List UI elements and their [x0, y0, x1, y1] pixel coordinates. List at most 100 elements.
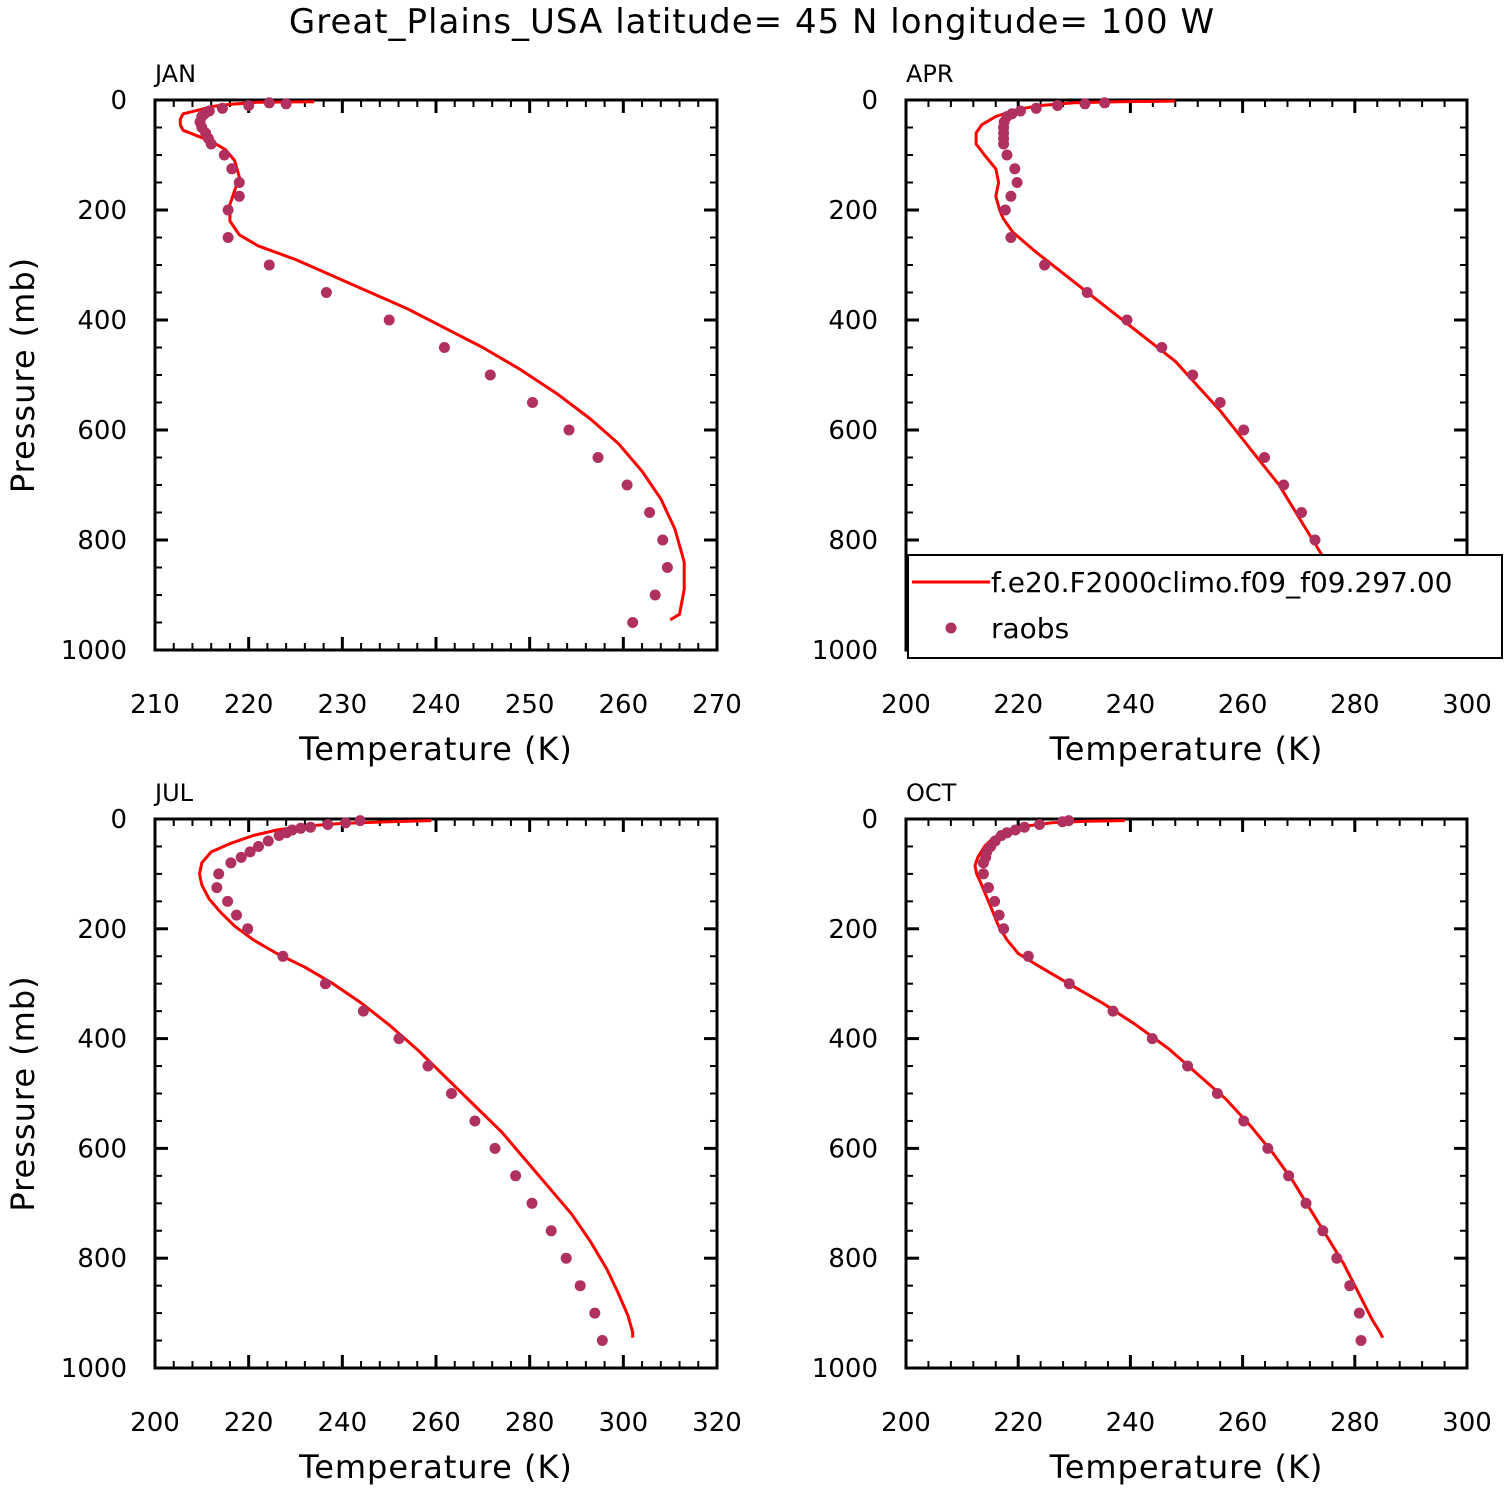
legend-model-label: f.e20.F2000climo.f09_f09.297.00 — [991, 566, 1452, 599]
raobs-point — [1018, 821, 1030, 833]
raobs-point — [1030, 102, 1042, 114]
x-tick-label: 220 — [224, 1408, 274, 1438]
raobs-point — [993, 909, 1005, 921]
raobs-point — [222, 204, 234, 216]
raobs-point — [1014, 105, 1026, 117]
x-tick-label: 250 — [505, 690, 555, 720]
x-tick-label: 220 — [993, 1408, 1043, 1438]
raobs-point — [1309, 534, 1321, 546]
y-tick-label: 800 — [828, 1244, 878, 1274]
x-tick-label: 280 — [1330, 1408, 1380, 1438]
raobs-point — [999, 204, 1011, 216]
plot-frame — [153, 817, 719, 1370]
raobs-point — [354, 815, 366, 827]
y-tick-label: 800 — [828, 526, 878, 556]
x-tick-label: 300 — [1442, 690, 1492, 720]
x-tick-label: 220 — [993, 690, 1043, 720]
raobs-point — [977, 868, 989, 880]
legend-obs-label: raobs — [991, 612, 1069, 645]
x-tick-label: 280 — [1330, 690, 1380, 720]
panel-apr: 200 220 240 260 280 300 0 200 400 600 800 1000 APR Te… — [812, 60, 1492, 768]
x-tick-label: 200 — [130, 1408, 180, 1438]
raobs-point — [357, 1005, 369, 1017]
x-tick-label: 300 — [599, 1408, 649, 1438]
x-tick-label: 200 — [881, 1408, 931, 1438]
raobs-point — [998, 138, 1010, 150]
raobs-point — [1107, 1005, 1119, 1017]
x-tick-label: 220 — [224, 690, 274, 720]
model-profile-line — [198, 819, 635, 1338]
raobs-point — [222, 895, 234, 907]
y-tick-label: 400 — [828, 1025, 878, 1055]
x-tick-label: 270 — [692, 690, 742, 720]
y-tick-label: 600 — [77, 1134, 127, 1164]
raobs-point — [1187, 369, 1199, 381]
panel-label: JUL — [153, 779, 194, 807]
y-tick-label: 1000 — [812, 1354, 878, 1384]
legend-box — [907, 554, 1503, 659]
raobs-point — [489, 1142, 501, 1154]
raobs-point — [560, 1252, 572, 1264]
panel-label: JAN — [153, 60, 196, 88]
raobs-point — [563, 424, 575, 436]
x-axis-title: Temperature (K) — [298, 730, 573, 768]
raobs-point — [574, 1280, 586, 1292]
y-tick-label: 0 — [861, 805, 878, 835]
raobs-point — [661, 562, 673, 573]
raobs-point — [592, 452, 604, 463]
raobs-point — [1353, 1307, 1365, 1319]
raobs-point — [1211, 1088, 1223, 1099]
raobs-point — [1022, 950, 1034, 962]
x-tick-label: 230 — [318, 690, 368, 720]
y-tick-label: 600 — [77, 416, 127, 446]
y-tick-label: 0 — [861, 86, 878, 116]
y-tick-label: 1000 — [61, 1354, 127, 1384]
raobs-point — [1262, 1142, 1274, 1154]
y-tick-label: 800 — [77, 526, 127, 556]
raobs-point — [322, 819, 334, 830]
x-tick-label: 260 — [599, 690, 649, 720]
raobs-point — [998, 923, 1010, 935]
raobs-point — [589, 1307, 601, 1319]
raobs-point — [438, 342, 450, 353]
raobs-point — [1005, 190, 1017, 202]
y-tick-label: 600 — [828, 1134, 878, 1164]
model-profile-line — [178, 100, 686, 622]
raobs-point — [233, 190, 245, 202]
raobs-point — [1156, 342, 1168, 353]
raobs-point — [1331, 1252, 1343, 1264]
x-tick-label: 260 — [411, 1408, 461, 1438]
raobs-point — [1278, 479, 1290, 491]
raobs-point — [280, 98, 292, 110]
legend: f.e20.F2000climo.f09_f09.297.00 raobs — [907, 554, 1503, 659]
raobs-point — [1182, 1060, 1194, 1072]
x-tick-label: 240 — [1106, 690, 1156, 720]
figure-title: Great_Plains_USA latitude= 45 N longitud… — [288, 2, 1216, 42]
panel-label: APR — [906, 60, 954, 88]
x-tick-label: 320 — [692, 1408, 742, 1438]
panel-jul: 200 220 240 260 280 300 320 0 200 400 600 800 1000 JU… — [4, 779, 742, 1486]
raobs-point — [1283, 1170, 1295, 1182]
raobs-point — [1238, 1115, 1250, 1127]
raobs-point — [242, 923, 254, 935]
raobs-point — [1344, 1280, 1356, 1292]
y-tick-label: 200 — [828, 196, 878, 226]
raobs-point — [213, 868, 225, 880]
raobs-point — [1005, 232, 1017, 243]
raobs-point — [1034, 819, 1045, 830]
raobs-point — [295, 822, 307, 834]
raobs-point — [305, 821, 316, 833]
raobs-point — [977, 857, 989, 869]
raobs-point — [510, 1170, 522, 1182]
y-axis-title: Pressure (mb) — [4, 257, 42, 493]
panel-oct: 200 220 240 260 280 300 0 200 400 600 800 1000 OCT Te… — [812, 779, 1492, 1486]
y-tick-label: 400 — [77, 1025, 127, 1055]
raobs-point — [1259, 452, 1270, 463]
raobs-point — [393, 1033, 405, 1045]
raobs-point — [1214, 397, 1226, 408]
raobs-point — [1001, 149, 1013, 161]
raobs-point — [231, 909, 242, 921]
raobs-point — [983, 882, 994, 894]
x-axis-title: Temperature (K) — [1049, 1448, 1324, 1486]
